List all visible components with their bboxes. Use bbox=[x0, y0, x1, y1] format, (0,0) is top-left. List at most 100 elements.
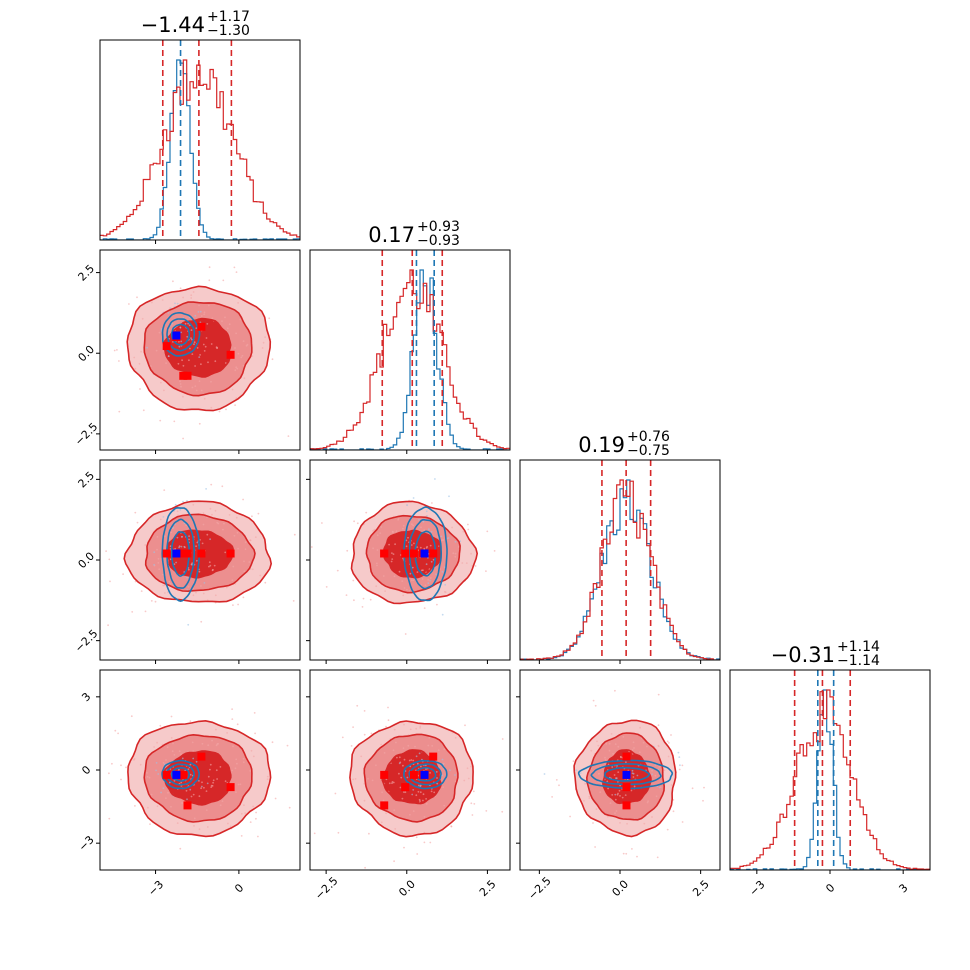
contour-line-blue-2-1-1 bbox=[408, 518, 443, 590]
scatter-point-red bbox=[470, 802, 473, 805]
scatter-point-red bbox=[182, 395, 184, 398]
scatter-point-red bbox=[105, 550, 107, 552]
scatter-point-red bbox=[236, 367, 239, 370]
contour-line-red-3-2-1 bbox=[585, 732, 666, 821]
scatter-point-red bbox=[134, 805, 136, 807]
scatter-point-red bbox=[352, 726, 354, 728]
scatter-point-red bbox=[398, 772, 400, 775]
scatter-point-red bbox=[165, 797, 167, 800]
scatter-point-red bbox=[181, 359, 184, 362]
scatter-point-blue bbox=[435, 771, 438, 773]
scatter-point-red bbox=[157, 464, 159, 466]
scatter-point-red bbox=[464, 724, 466, 727]
scatter-point-red bbox=[654, 774, 657, 777]
scatter-point-red bbox=[624, 794, 627, 796]
scatter-point-blue bbox=[429, 579, 432, 582]
scatter-point-red bbox=[185, 524, 188, 527]
scatter-point-red bbox=[237, 352, 240, 355]
scatter-point-red bbox=[240, 812, 243, 815]
scatter-point-red bbox=[158, 568, 161, 571]
scatter-point-red bbox=[596, 740, 598, 743]
truth-marker-1-0-4 bbox=[183, 371, 192, 380]
scatter-point-red bbox=[419, 727, 421, 729]
y-tick-label-1-2: 2.5 bbox=[76, 262, 98, 284]
scatter-point-red bbox=[190, 294, 193, 297]
scatter-point-red bbox=[617, 792, 619, 795]
scatter-point-red bbox=[391, 530, 394, 533]
axes-frames-layer bbox=[96, 39, 931, 874]
scatter-point-red bbox=[702, 799, 704, 802]
scatter-point-blue bbox=[198, 356, 201, 358]
scatter-point-red bbox=[401, 797, 404, 800]
scatter-point-red bbox=[413, 542, 415, 545]
scatter-point-red bbox=[380, 821, 383, 824]
scatter-point-red bbox=[427, 578, 430, 581]
scatter-point-blue bbox=[651, 773, 653, 776]
scatter-point-red bbox=[410, 759, 413, 761]
scatter-point-red bbox=[202, 592, 205, 595]
scatter-point-red bbox=[415, 836, 418, 839]
scatter-point-blue bbox=[153, 563, 156, 566]
scatter-point-red bbox=[242, 364, 245, 367]
truth-marker-2-1-2 bbox=[429, 549, 438, 558]
scatter-point-red bbox=[203, 786, 205, 789]
truth-marker-3-2-3 bbox=[622, 783, 631, 792]
scatter-point-red bbox=[191, 562, 194, 565]
scatter-point-red bbox=[594, 846, 596, 848]
scatter-point-red bbox=[376, 562, 378, 565]
scatter-point-red bbox=[584, 782, 586, 785]
scatter-point-red bbox=[244, 812, 247, 814]
scatter-point-red bbox=[191, 741, 194, 744]
scatter-point-blue bbox=[190, 337, 192, 339]
title-value-2: 0.19 bbox=[578, 433, 625, 457]
scatter-point-red bbox=[139, 388, 141, 390]
contour-line-blue-1-0-2 bbox=[171, 323, 191, 346]
scatter-point-red bbox=[222, 528, 224, 531]
scatter-point-red bbox=[452, 552, 455, 555]
scatter-point-blue bbox=[425, 510, 428, 513]
scatter-point-red bbox=[657, 693, 660, 696]
contour-line-red-1-0-0 bbox=[126, 285, 272, 412]
scatter-point-red bbox=[233, 266, 236, 269]
scatter-point-red bbox=[387, 719, 390, 722]
scatter-point-red bbox=[150, 793, 153, 796]
scatter-point-red bbox=[397, 518, 399, 521]
scatter-point-red bbox=[172, 341, 174, 343]
scatter-point-red bbox=[235, 791, 237, 794]
scatter-point-red bbox=[402, 594, 405, 597]
scatter-point-red bbox=[189, 763, 192, 766]
scatter-point-blue bbox=[160, 328, 163, 330]
scatter-point-red bbox=[362, 597, 365, 600]
scatter-point-red bbox=[133, 758, 136, 760]
scatter-point-blue bbox=[422, 520, 425, 523]
scatter-point-red bbox=[382, 575, 385, 577]
scatter-point-blue bbox=[153, 551, 156, 554]
scatter-point-red bbox=[232, 604, 234, 606]
scatter-point-red bbox=[169, 582, 172, 585]
scatter-point-blue bbox=[189, 788, 192, 791]
scatter-point-red bbox=[120, 778, 122, 781]
truth-marker-2-0-3 bbox=[226, 549, 235, 558]
scatter-point-red bbox=[216, 347, 218, 349]
scatter-point-red bbox=[672, 810, 675, 813]
scatter-point-red bbox=[153, 746, 156, 748]
scatter-point-blue bbox=[203, 582, 206, 584]
scatter-point-red bbox=[221, 485, 224, 488]
scatter-point-blue bbox=[611, 766, 614, 768]
scatter-point-red bbox=[418, 798, 421, 801]
scatter-point-red bbox=[193, 825, 195, 827]
scatter-point-blue bbox=[155, 762, 158, 764]
scatter-point-red bbox=[472, 790, 475, 793]
scatter-point-red bbox=[140, 590, 143, 592]
scatter-point-red bbox=[201, 781, 203, 784]
scatter-point-red bbox=[150, 600, 153, 602]
scatter-point-blue bbox=[430, 530, 433, 533]
scatter-point-blue bbox=[632, 772, 635, 775]
contour-line-blue-3-0-2 bbox=[170, 766, 191, 782]
truth-marker-3-1-3 bbox=[401, 783, 410, 792]
truth-marker-3-2-4 bbox=[622, 801, 631, 810]
marginal-hist-blue-2 bbox=[520, 479, 720, 660]
scatter-point-red bbox=[422, 799, 424, 802]
contour-line-red-1-0-1 bbox=[143, 301, 253, 397]
